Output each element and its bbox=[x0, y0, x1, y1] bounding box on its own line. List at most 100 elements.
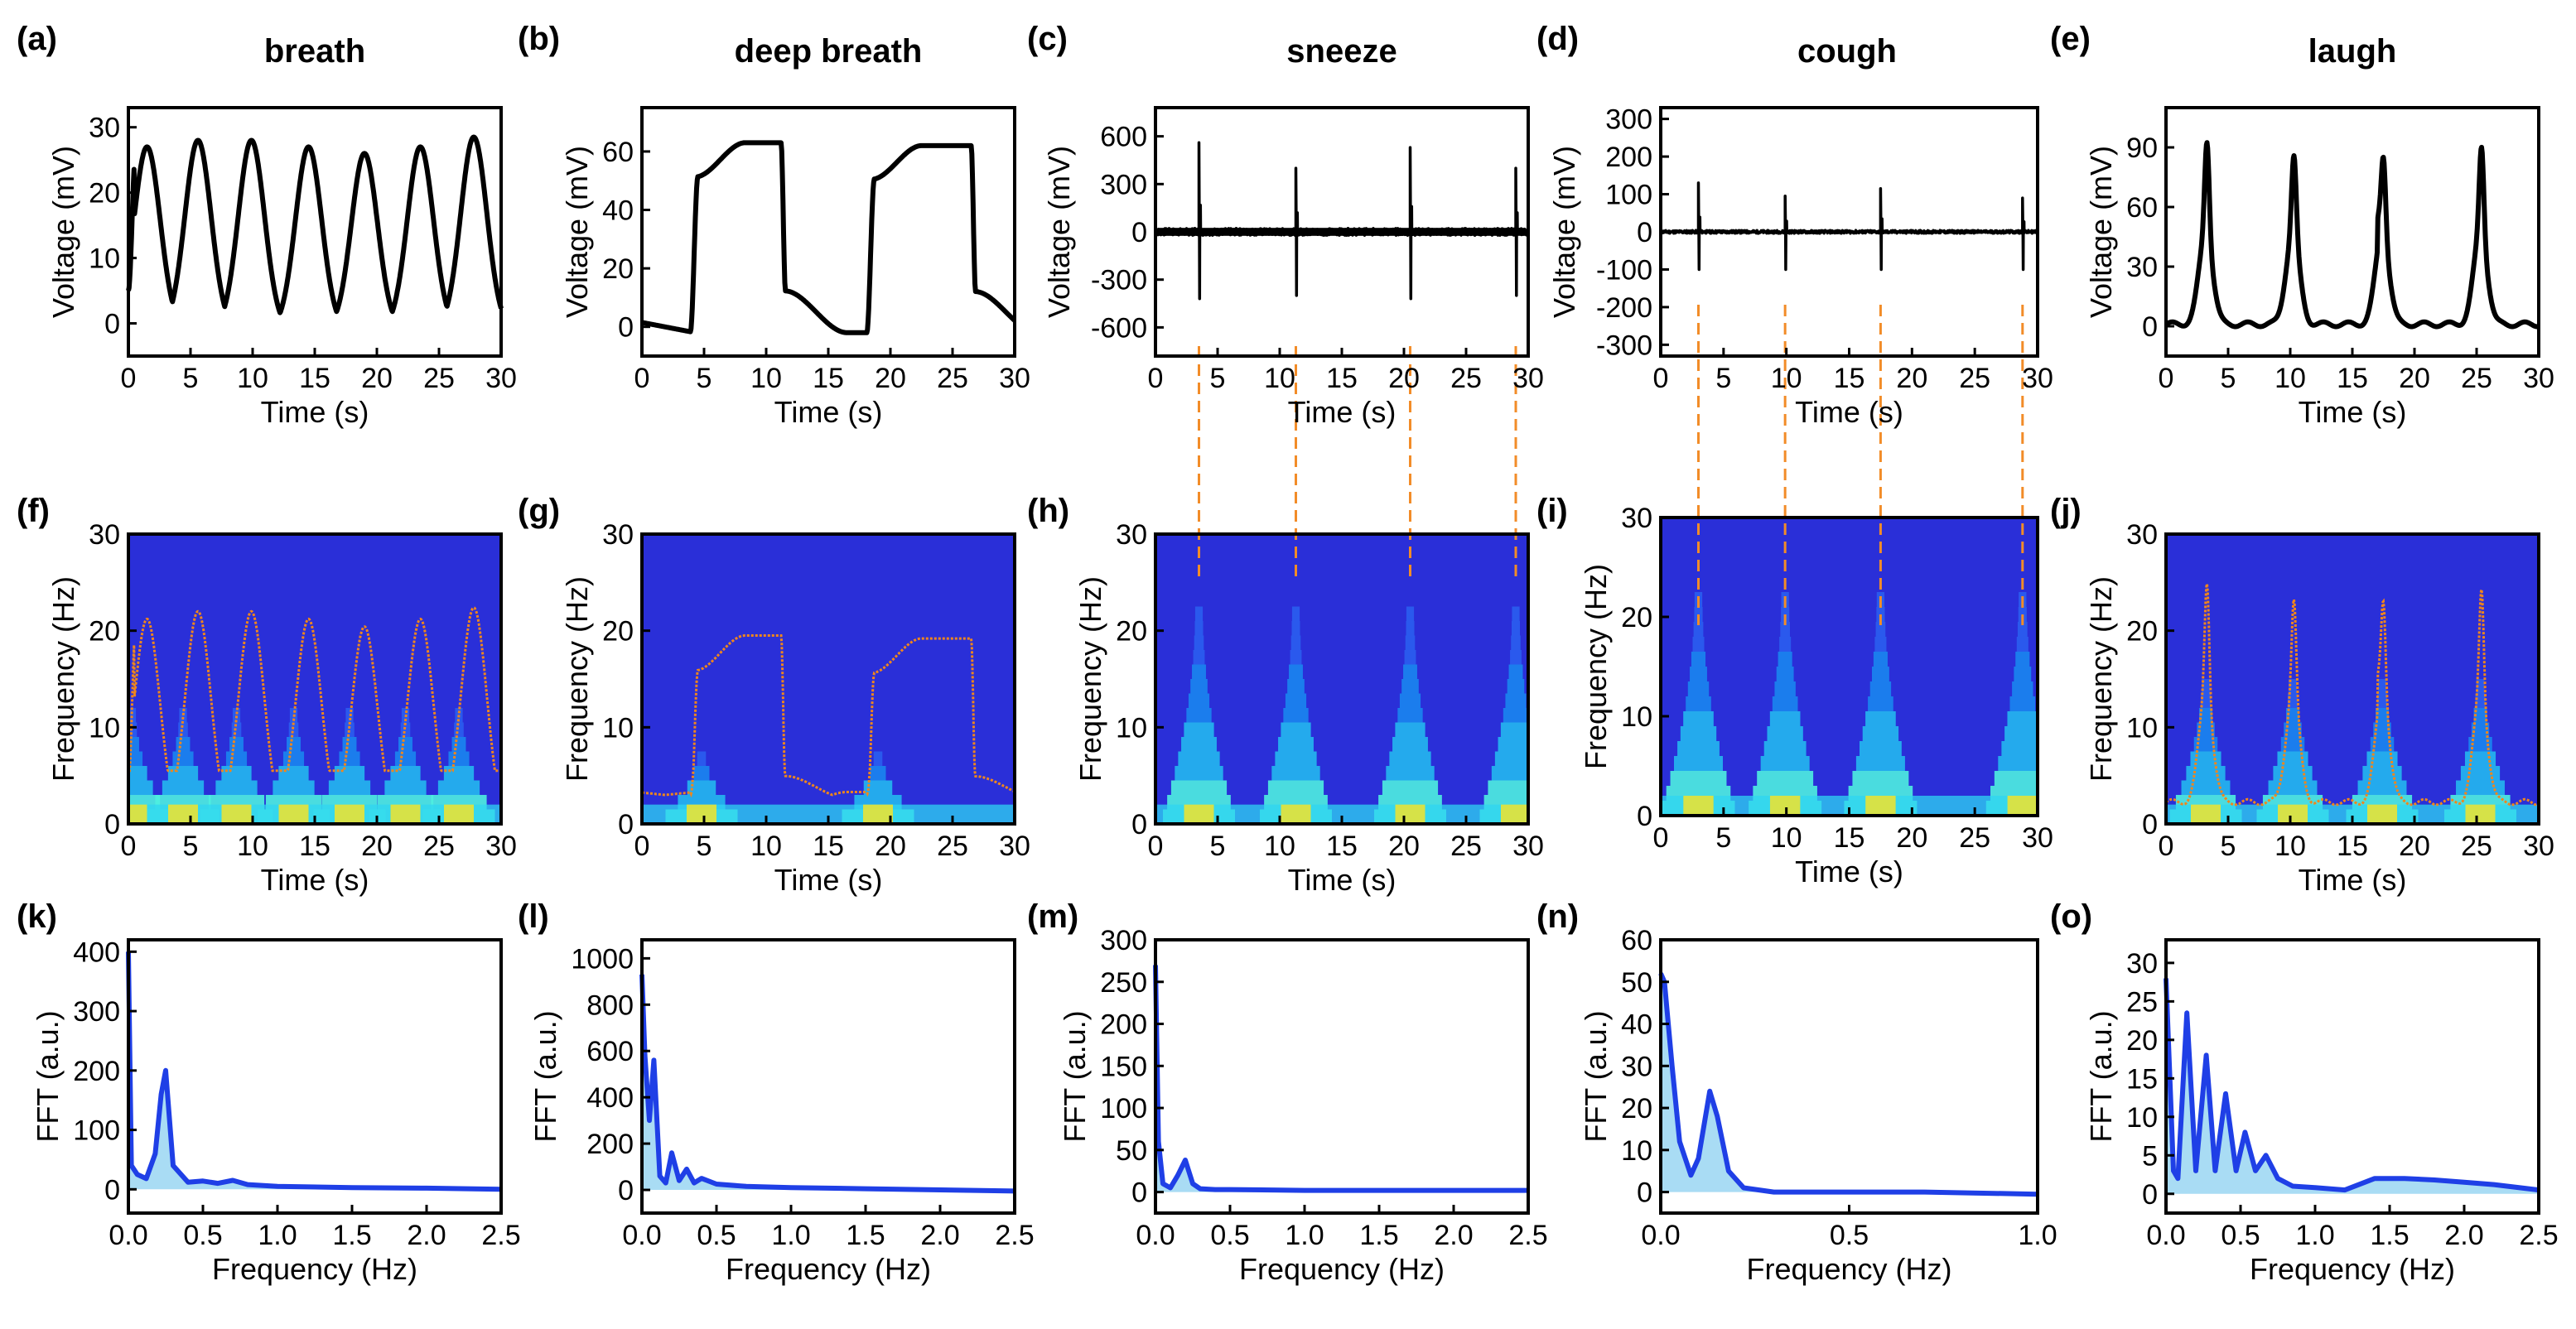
x-tick-label: 1.5 bbox=[846, 1220, 885, 1251]
panel-letter: (a) bbox=[17, 21, 57, 57]
x-tick-label: 25 bbox=[423, 363, 455, 394]
spectral-energy bbox=[2473, 708, 2487, 723]
panel-letter: (i) bbox=[1536, 493, 1568, 529]
x-tick-label: 25 bbox=[423, 831, 455, 862]
spectral-energy bbox=[1780, 622, 1791, 637]
y-tick-label: 20 bbox=[1621, 602, 1652, 633]
spectral-energy bbox=[1511, 621, 1521, 636]
x-tick-label: 0 bbox=[2159, 363, 2174, 394]
spectral-energy bbox=[1389, 751, 1431, 766]
spectral-energy bbox=[162, 780, 205, 795]
x-tick-label: 0.5 bbox=[2221, 1220, 2260, 1251]
x-tick-label: 0 bbox=[1148, 363, 1164, 394]
spectral-energy bbox=[1190, 679, 1208, 694]
spectral-energy bbox=[398, 737, 412, 752]
x-tick-label: 5 bbox=[697, 363, 712, 394]
spectral-energy bbox=[1760, 756, 1810, 771]
spectral-energy bbox=[1289, 664, 1303, 679]
x-tick-label: 0.0 bbox=[622, 1220, 661, 1251]
y-tick-label: 200 bbox=[1100, 1009, 1147, 1041]
panel-letter: (j) bbox=[2050, 493, 2082, 529]
y-tick-label: 400 bbox=[586, 1082, 634, 1114]
y-tick-label: 200 bbox=[586, 1129, 634, 1160]
spectral-energy bbox=[1510, 650, 1522, 665]
x-tick-label: 0.5 bbox=[697, 1220, 736, 1251]
y-tick-label: 250 bbox=[1100, 967, 1147, 999]
spectral-energy bbox=[863, 780, 893, 795]
y-tick-label: 150 bbox=[1100, 1051, 1147, 1082]
y-tick-label: 20 bbox=[1116, 616, 1147, 648]
y-tick-label: 40 bbox=[602, 195, 634, 227]
spectral-energy bbox=[1998, 756, 2038, 771]
fft-area-n bbox=[1661, 973, 2038, 1195]
x-axis-label: Frequency (Hz) bbox=[2250, 1252, 2455, 1286]
spectral-energy bbox=[1865, 711, 1896, 726]
y-tick-label: 10 bbox=[2126, 712, 2158, 744]
spectral-energy bbox=[2373, 722, 2391, 737]
x-tick-label: 1.0 bbox=[771, 1220, 810, 1251]
x-tick-label: 30 bbox=[1512, 363, 1544, 394]
fft-area-o bbox=[2166, 978, 2539, 1194]
panel-a-axes bbox=[127, 106, 503, 358]
y-axis-label: Frequency (Hz) bbox=[2084, 576, 2118, 782]
y-tick-label: 0 bbox=[618, 809, 634, 840]
x-tick-label: 5 bbox=[183, 831, 199, 862]
y-tick-label: 0 bbox=[104, 1174, 120, 1206]
spectral-energy bbox=[288, 722, 299, 737]
panel-o-axes bbox=[2164, 938, 2540, 1215]
fft-line-m bbox=[1153, 965, 1528, 1193]
y-tick-label: 25 bbox=[2126, 986, 2158, 1018]
x-tick-label: 15 bbox=[1326, 363, 1358, 394]
x-tick-label: 2.5 bbox=[2519, 1220, 2558, 1251]
low-frequency-hotspot bbox=[1865, 796, 1896, 816]
y-tick-label: 0 bbox=[618, 1175, 634, 1206]
spectral-energy bbox=[1283, 708, 1309, 723]
low-frequency-hotspot bbox=[687, 804, 716, 824]
y-tick-label: 20 bbox=[2126, 616, 2158, 648]
y-tick-label: 30 bbox=[2126, 252, 2158, 283]
y-tick-label: 400 bbox=[73, 937, 120, 968]
spectral-energy bbox=[400, 722, 411, 737]
y-tick-label: 40 bbox=[1621, 1009, 1652, 1041]
spectral-energy bbox=[384, 780, 427, 795]
panel-g-axes bbox=[640, 532, 1016, 826]
low-frequency-hotspot bbox=[1683, 796, 1714, 816]
spectral-energy bbox=[229, 737, 244, 752]
x-axis-label: Time (s) bbox=[774, 395, 883, 429]
x-tick-label: 0 bbox=[121, 363, 137, 394]
spectral-energy bbox=[2181, 780, 2231, 795]
x-tick-label: 0.0 bbox=[1136, 1220, 1175, 1251]
spectral-energy bbox=[334, 766, 365, 781]
spectral-energy bbox=[273, 780, 315, 795]
x-tick-label: 10 bbox=[2275, 831, 2306, 862]
y-tick-label: 10 bbox=[89, 243, 120, 275]
y-tick-label: 600 bbox=[586, 1036, 634, 1067]
y-tick-label: 0 bbox=[2142, 1179, 2158, 1211]
y-tick-label: 200 bbox=[1605, 142, 1652, 173]
x-tick-label: 5 bbox=[1210, 363, 1226, 394]
x-tick-label: 2.5 bbox=[995, 1220, 1034, 1251]
y-tick-label: 0 bbox=[104, 809, 120, 840]
x-tick-label: 15 bbox=[299, 363, 330, 394]
spectral-energy bbox=[454, 722, 464, 737]
spectral-energy bbox=[1186, 708, 1212, 723]
spectral-energy bbox=[1290, 635, 1301, 650]
panel-i-axes bbox=[1659, 516, 2039, 817]
x-tick-label: 0 bbox=[1148, 831, 1164, 862]
spectral-energy bbox=[1291, 606, 1300, 621]
spectral-energy bbox=[1188, 693, 1210, 708]
x-tick-label: 5 bbox=[1715, 822, 1731, 854]
fft-line-l bbox=[639, 974, 1015, 1194]
spectral-energy bbox=[1194, 621, 1204, 636]
low-frequency-hotspot bbox=[278, 804, 309, 824]
y-tick-label: -600 bbox=[1091, 312, 1147, 344]
x-tick-label: 20 bbox=[361, 831, 393, 862]
spectral-energy bbox=[1507, 679, 1525, 694]
panel-l-frame bbox=[640, 938, 1016, 1215]
y-tick-label: 60 bbox=[2126, 192, 2158, 224]
y-tick-label: 0 bbox=[1131, 809, 1147, 840]
panel-o-frame bbox=[2164, 938, 2540, 1215]
spectral-energy bbox=[178, 722, 188, 737]
x-tick-label: 1.0 bbox=[2018, 1220, 2057, 1251]
low-frequency-hotspot bbox=[1184, 804, 1214, 824]
